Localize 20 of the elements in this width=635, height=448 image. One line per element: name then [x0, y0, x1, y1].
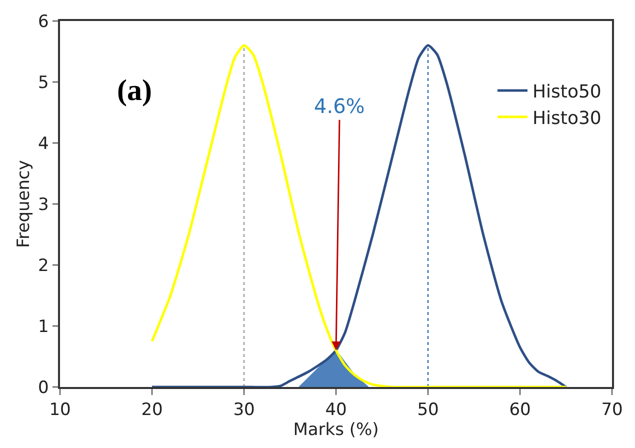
y-tick-label: 5	[38, 72, 49, 93]
x-tick-label: 70	[601, 400, 623, 420]
x-tick-label: 20	[141, 400, 163, 420]
annotation: (a)	[117, 74, 152, 107]
y-tick-label: 6	[38, 12, 49, 32]
x-tick-label: 60	[509, 400, 531, 420]
x-tick-label: 10	[49, 400, 71, 420]
x-axis-title: Marks (%)	[293, 420, 379, 440]
legend-label: Histo30	[532, 108, 602, 129]
x-tick-label: 50	[417, 400, 439, 420]
annotation: 4.6%	[314, 94, 365, 118]
y-axis-title: Frequency	[14, 160, 34, 248]
y-tick-label: 4	[38, 134, 49, 154]
y-tick-label: 0	[38, 378, 49, 398]
x-tick-label: 30	[233, 400, 255, 420]
y-tick-label: 1	[38, 316, 49, 337]
x-tick-label: 40	[325, 400, 347, 420]
legend-label: Histo50	[532, 81, 602, 102]
y-tick-label: 3	[38, 194, 49, 215]
y-tick-label: 2	[38, 256, 49, 276]
